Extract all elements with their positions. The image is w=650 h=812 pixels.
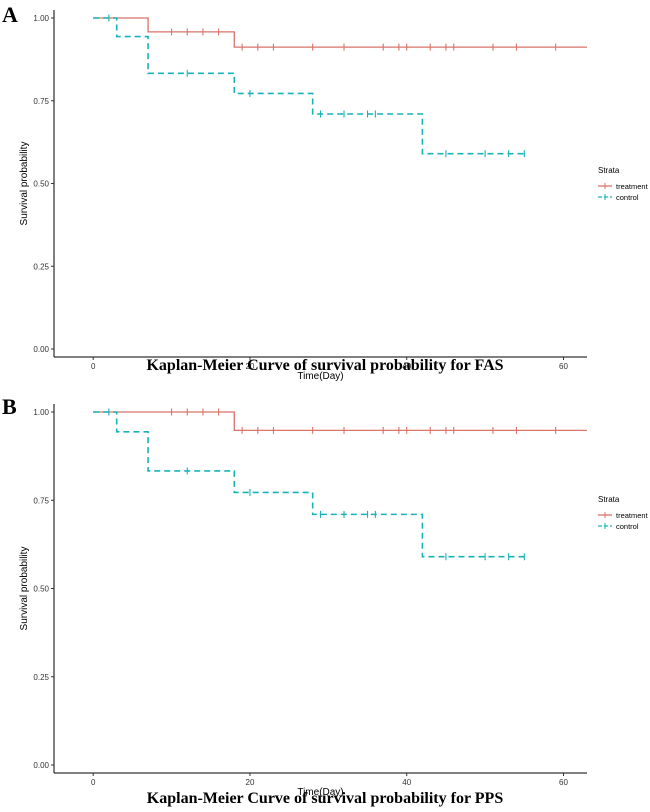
y-tick-label: 1.00 [33, 14, 49, 23]
x-axis-title: Time(Day) [297, 371, 343, 382]
legend-label-treatment: treatment [616, 511, 649, 520]
series-line-control [93, 17, 525, 155]
x-tick-label: 0 [91, 778, 96, 787]
x-tick-label: 0 [91, 362, 96, 371]
chart-caption: Kaplan-Meier Curve of survival probabili… [146, 790, 504, 807]
series-line-control [93, 411, 525, 558]
x-tick-label: 40 [402, 362, 411, 371]
x-tick-label: 60 [559, 778, 568, 787]
panel-b: B 0.00 0.25 0.50 0.75 1.00 0 20 40 60 Time(Day) Su… [0, 392, 650, 812]
legend-label-control: control [616, 193, 639, 202]
panel-a: A 0.00 0.25 0.50 0.75 1.00 0 20 40 60 Time(Day) Su… [2, 2, 649, 382]
y-tick-label: 1.00 [33, 408, 49, 417]
legend-label-treatment: treatment [616, 182, 649, 191]
y-axis-title: Survival probability [19, 142, 30, 226]
y-tick-label: 0.50 [33, 180, 49, 189]
x-tick-label: 40 [402, 778, 411, 787]
km-chart-pps: 0.00 0.25 0.50 0.75 1.00 0 20 40 60 Time(Day) Surv… [19, 404, 649, 798]
panel-label: B [2, 394, 17, 419]
legend-label-control: control [616, 522, 639, 531]
x-tick-label: 20 [246, 778, 255, 787]
y-tick-label: 0.75 [33, 496, 49, 505]
y-axis-title: Survival probability [19, 547, 30, 631]
y-tick-label: 0.50 [33, 585, 49, 594]
legend-title: Strata [598, 166, 620, 175]
chart-caption: Kaplan-Meier Curve of survival probabili… [146, 357, 504, 374]
legend-title: Strata [598, 495, 620, 504]
y-tick-label: 0.25 [33, 262, 49, 271]
y-tick-label: 0.25 [33, 673, 49, 682]
y-tick-label: 0.00 [33, 345, 49, 354]
y-tick-label: 0.75 [33, 97, 49, 106]
y-tick-label: 0.00 [33, 761, 49, 770]
series-line-treatment [93, 411, 587, 432]
km-chart-fas: 0.00 0.25 0.50 0.75 1.00 0 20 40 60 Time(Day) Surv… [19, 10, 649, 382]
x-tick-label: 20 [246, 362, 255, 371]
x-axis-title: Time(Day) [297, 787, 343, 798]
series-line-treatment [93, 17, 587, 48]
x-tick-label: 60 [559, 362, 568, 371]
panel-label: A [2, 2, 18, 27]
